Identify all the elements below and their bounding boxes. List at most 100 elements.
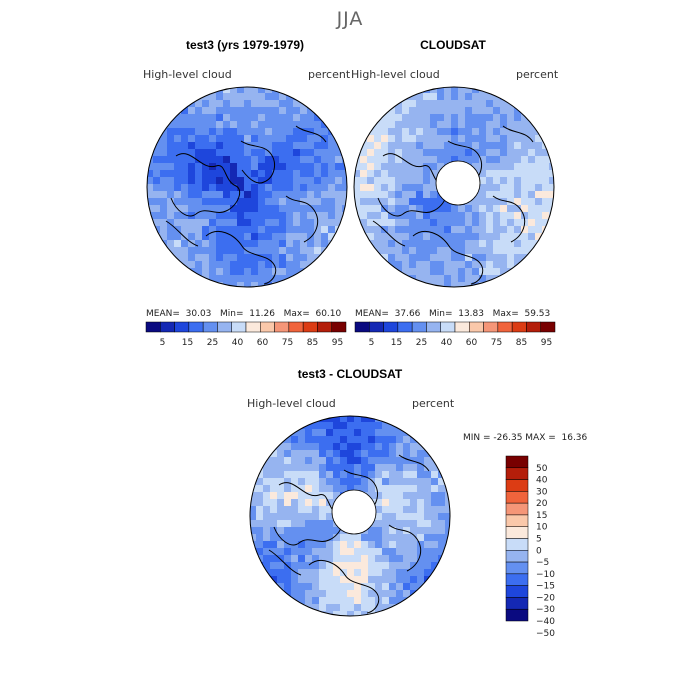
field-cell (549, 142, 554, 150)
field-cell (493, 205, 501, 213)
field-cell (424, 569, 432, 577)
field-cell (277, 450, 285, 458)
field-cell (472, 233, 480, 241)
field-cell (389, 534, 397, 542)
field-cell (354, 177, 361, 185)
field-cell (354, 534, 362, 542)
field-cell (216, 261, 224, 269)
field-cell (535, 205, 543, 213)
field-cell (277, 520, 285, 528)
field-cell (314, 149, 322, 157)
field-cell (472, 149, 480, 157)
field-cell (223, 177, 231, 185)
field-cell (209, 212, 217, 220)
field-cell (265, 149, 273, 157)
field-cell (250, 569, 257, 577)
field-cell (479, 205, 487, 213)
field-cell (354, 142, 361, 150)
field-cell (270, 513, 278, 521)
field-cell (486, 212, 494, 220)
field-cell (251, 107, 259, 115)
field-cell (388, 114, 396, 122)
field-cell (342, 247, 347, 255)
field-cell (403, 590, 411, 598)
field-cell (244, 142, 252, 150)
field-cell (181, 191, 189, 199)
field-cell (458, 93, 466, 101)
field-cell (195, 261, 203, 269)
field-cell (244, 205, 252, 213)
field-cell (382, 485, 390, 493)
field-cell (277, 555, 285, 563)
field-cell (291, 478, 299, 486)
field-cell (314, 177, 322, 185)
field-cell (424, 499, 432, 507)
field-cell (319, 534, 327, 542)
field-cell (291, 450, 299, 458)
field-cell (472, 275, 480, 283)
field-cell (244, 268, 252, 276)
field-cell (430, 198, 438, 206)
field-cell (270, 576, 278, 584)
field-cell (375, 499, 383, 507)
field-cell (374, 149, 382, 157)
colorbar-swatch (505, 502, 529, 516)
field-cell (465, 233, 473, 241)
field-cell (277, 527, 285, 535)
field-cell (312, 485, 320, 493)
field-cell (195, 254, 203, 262)
field-cell (147, 135, 154, 143)
field-cell (438, 429, 446, 437)
field-cell (361, 457, 369, 465)
field-cell (375, 464, 383, 472)
field-cell (147, 184, 154, 192)
panel3-title: test3 - CLOUDSAT (297, 367, 403, 381)
field-cell (307, 198, 315, 206)
field-cell (403, 499, 411, 507)
field-cell (361, 597, 369, 605)
field-cell (174, 191, 182, 199)
field-cell (458, 212, 466, 220)
field-cell (354, 107, 361, 115)
field-cell (542, 107, 550, 115)
field-cell (542, 219, 550, 227)
field-cell (374, 226, 382, 234)
field-cell (181, 121, 189, 129)
field-cell (417, 457, 425, 465)
field-cell (153, 107, 161, 115)
field-cell (479, 212, 487, 220)
field-cell (202, 87, 210, 94)
field-cell (202, 282, 210, 287)
panel2-mean-label: MEAN= (355, 309, 389, 319)
field-cell (263, 485, 271, 493)
field-cell (202, 219, 210, 227)
field-cell (307, 254, 315, 262)
field-cell (272, 163, 280, 171)
field-cell (230, 261, 238, 269)
field-cell (410, 597, 418, 605)
field-cell (528, 268, 536, 276)
field-cell (167, 261, 175, 269)
field-cell (424, 429, 432, 437)
field-cell (417, 464, 425, 472)
field-cell (298, 611, 306, 616)
field-cell (202, 247, 210, 255)
field-cell (354, 541, 362, 549)
field-cell (410, 520, 418, 528)
field-cell (430, 135, 438, 143)
field-cell (340, 604, 348, 612)
field-cell (153, 282, 161, 287)
field-cell (395, 114, 403, 122)
field-cell (237, 261, 245, 269)
field-cell (284, 541, 292, 549)
field-cell (354, 135, 361, 143)
field-cell (403, 562, 411, 570)
field-cell (181, 142, 189, 150)
field-cell (402, 247, 410, 255)
field-cell (493, 107, 501, 115)
field-cell (486, 156, 494, 164)
field-cell (333, 555, 341, 563)
field-cell (321, 191, 329, 199)
field-cell (153, 121, 161, 129)
field-cell (542, 282, 550, 287)
